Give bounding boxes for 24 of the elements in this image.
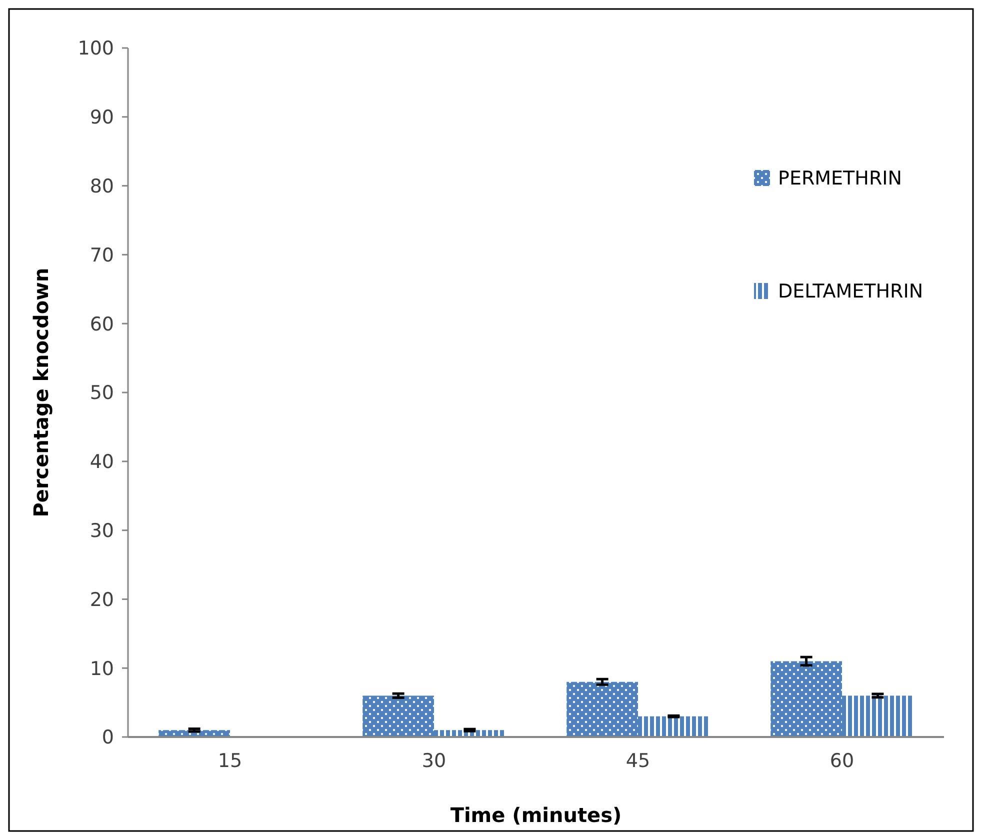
x-tick-label: 15	[218, 750, 242, 772]
y-tick-label: 0	[102, 726, 114, 749]
bar	[770, 661, 842, 737]
y-tick-label: 30	[90, 520, 114, 542]
bar	[362, 696, 434, 737]
x-tick-label: 60	[830, 750, 854, 772]
y-tick-label: 100	[78, 38, 114, 60]
y-tick-label: 80	[90, 175, 114, 198]
y-tick-label: 40	[90, 451, 114, 474]
y-tick-label: 70	[90, 244, 114, 266]
y-tick-label: 90	[90, 106, 114, 129]
x-tick-label: 45	[626, 750, 650, 772]
x-tick-label: 30	[422, 750, 446, 772]
y-tick-label: 20	[90, 588, 114, 611]
bar	[842, 696, 914, 737]
y-tick-label: 10	[90, 658, 114, 680]
y-axis-title: Percentage knocdown	[29, 268, 53, 518]
x-axis-title: Time (minutes)	[450, 803, 622, 827]
bar	[566, 682, 638, 737]
bar	[638, 716, 710, 737]
legend-label: DELTAMETHRIN	[778, 280, 924, 303]
y-tick-label: 50	[90, 382, 114, 404]
legend-label: PERMETHRIN	[778, 168, 902, 190]
y-tick-label: 60	[90, 313, 114, 336]
